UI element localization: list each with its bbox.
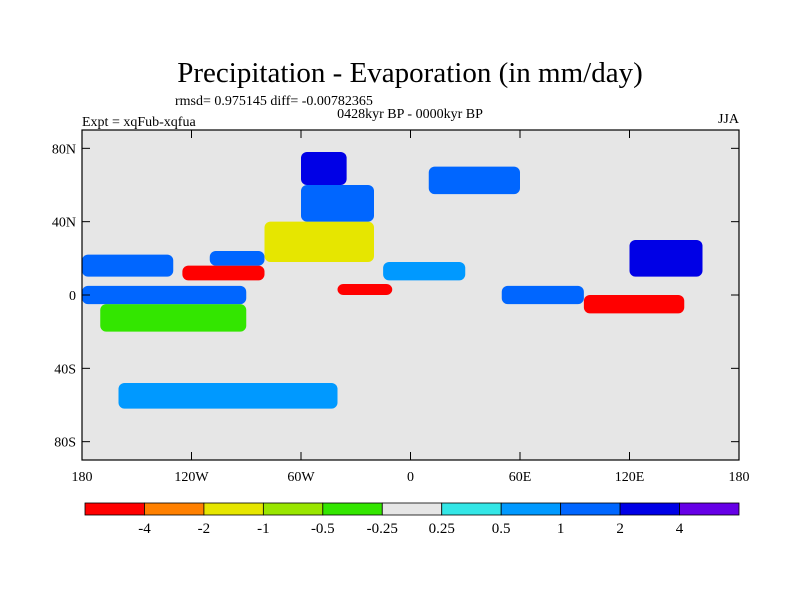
field-region-equatorial-pacific-wet (82, 285, 247, 305)
colorbar-swatch (500, 502, 562, 516)
field-region-itcz-east-pacific-dry (182, 265, 265, 281)
y-tick-label: 0 (69, 289, 76, 304)
colorbar-label: -2 (198, 521, 211, 537)
field-region-north-pacific-wet (82, 254, 174, 277)
field-region-tropical-atlantic-dry (337, 284, 393, 295)
field-region-north-atlantic-storm-wet (301, 185, 374, 222)
colorbar-swatch (262, 502, 324, 516)
colorbar-label: -4 (138, 521, 151, 537)
colorbar: -4 -2 -1 -0.5 -0.25 0.25 0.5 1 2 4 (84, 502, 740, 537)
colorbar-swatch (441, 502, 502, 516)
period-line: 0428kyr BP - 0000kyr BP (337, 107, 483, 122)
colorbar-label: 4 (676, 521, 684, 537)
colorbar-label: -0.5 (311, 521, 335, 537)
colorbar-swatch (322, 502, 383, 516)
field-region-sahel-wet (383, 262, 466, 281)
field-region-east-pacific-dry (100, 304, 247, 332)
colorbar-label: 0.25 (429, 521, 455, 537)
y-tick-label: 40S (54, 362, 76, 377)
y-tick-label: 80N (52, 142, 76, 157)
field-region-west-pacific-wet (629, 240, 703, 277)
field-region-greenland-wet (301, 152, 347, 185)
x-tick-label: 120W (174, 470, 209, 485)
season-label: JJA (718, 112, 740, 127)
plot-area (82, 130, 739, 460)
colorbar-swatch (144, 502, 205, 516)
colorbar-swatch (619, 502, 680, 516)
colorbar-swatch (381, 502, 443, 516)
y-tick-label: 80S (54, 436, 76, 451)
axes: 180 120W 60W 0 60E 120E 180 80N 40N 0 40S 80S (52, 129, 750, 485)
chart-title: Precipitation - Evaporation (in mm/day) (177, 57, 643, 89)
x-tick-label: 180 (729, 470, 750, 485)
x-tick-label: 180 (72, 470, 93, 485)
colorbar-swatch (84, 502, 145, 516)
stats-line: rmsd= 0.975145 diff= -0.00782365 (175, 94, 373, 109)
x-tick-label: 120E (615, 470, 645, 485)
colorbar-label: -0.25 (367, 521, 398, 537)
x-tick-label: 60E (509, 470, 532, 485)
colorbar-swatch (560, 502, 621, 516)
colorbar-label: -1 (257, 521, 270, 537)
colorbar-swatch (203, 502, 264, 516)
field-region-indian-ocean-wet (501, 285, 584, 305)
field-region-central-america-wet (209, 251, 265, 266)
colorbar-label: 0.5 (492, 521, 511, 537)
colorbar-label: 1 (557, 521, 565, 537)
field-region-southern-ocean-wet (118, 383, 338, 409)
field-region-north-atlantic-dry (264, 221, 374, 262)
field-region-siberia-wet (428, 166, 520, 195)
colorbar-label: 2 (616, 521, 624, 537)
experiment-label: Expt = xqFub-xqfua (82, 115, 196, 130)
x-tick-label: 60W (287, 470, 315, 485)
colorbar-swatch (679, 502, 740, 516)
y-tick-label: 40N (52, 216, 76, 231)
field-region-maritime-continent-dry (583, 295, 685, 314)
x-tick-label: 0 (407, 470, 414, 485)
